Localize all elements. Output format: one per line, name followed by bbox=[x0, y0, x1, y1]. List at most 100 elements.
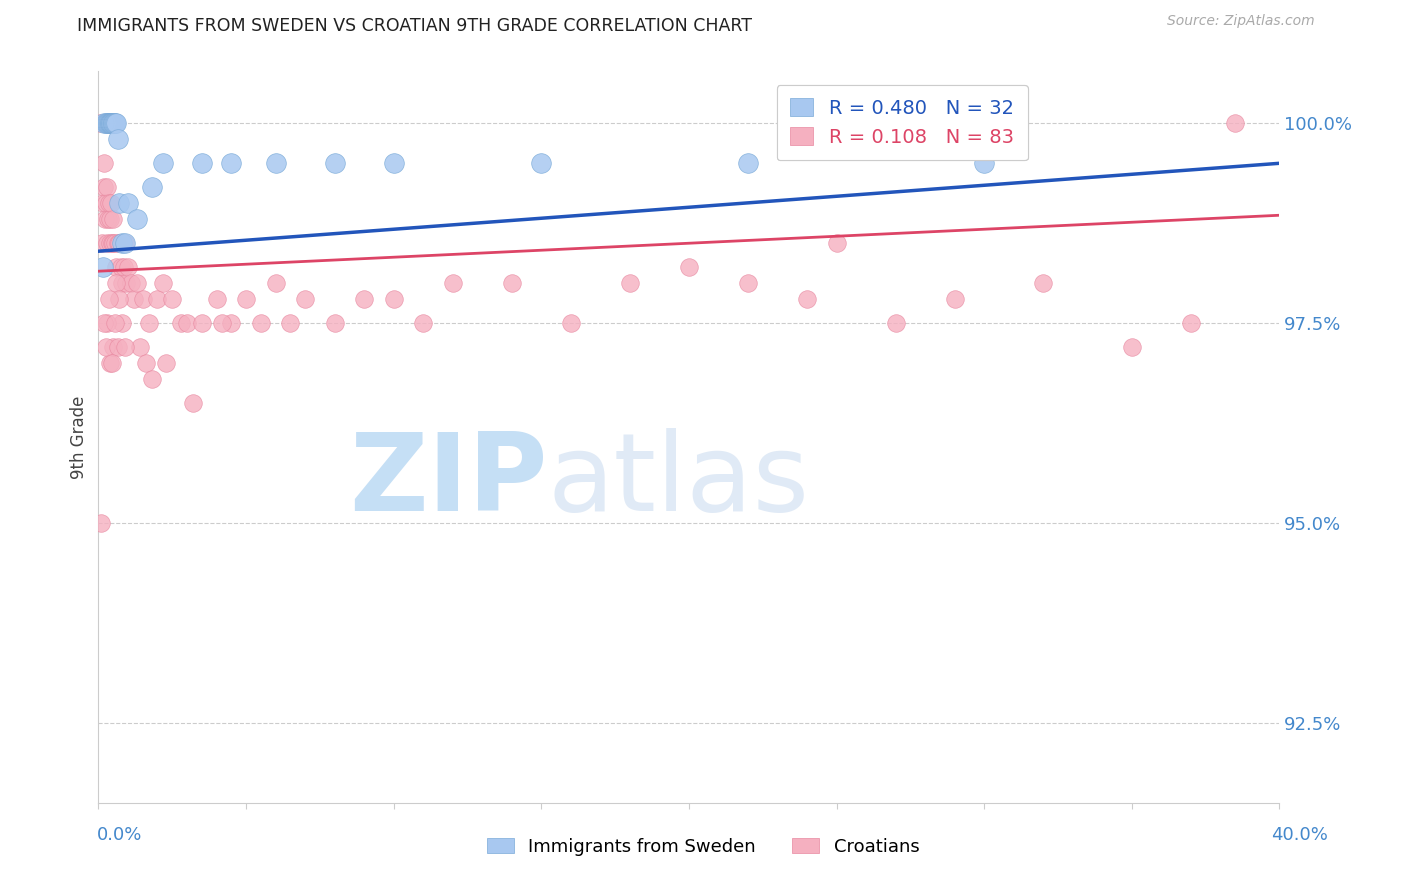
Text: Source: ZipAtlas.com: Source: ZipAtlas.com bbox=[1167, 14, 1315, 28]
Point bbox=[101, 116, 124, 130]
Point bbox=[97, 212, 120, 227]
Point bbox=[98, 236, 121, 251]
Point bbox=[98, 212, 121, 227]
Point bbox=[114, 340, 136, 354]
Point bbox=[105, 260, 128, 275]
Point bbox=[678, 260, 700, 275]
Point bbox=[560, 316, 582, 330]
Point bbox=[96, 116, 118, 130]
Point bbox=[250, 316, 273, 330]
Point bbox=[264, 276, 287, 290]
Point bbox=[108, 196, 131, 211]
Point bbox=[943, 292, 966, 306]
Point bbox=[93, 180, 115, 194]
Point bbox=[122, 292, 145, 306]
Point bbox=[382, 156, 405, 170]
Legend: R = 0.480   N = 32, R = 0.108   N = 83: R = 0.480 N = 32, R = 0.108 N = 83 bbox=[776, 85, 1028, 161]
Point bbox=[382, 292, 405, 306]
Point bbox=[211, 316, 233, 330]
Point bbox=[737, 156, 759, 170]
Point bbox=[221, 316, 243, 330]
Point bbox=[146, 292, 169, 306]
Point bbox=[100, 356, 122, 370]
Point bbox=[176, 316, 198, 330]
Point bbox=[135, 356, 157, 370]
Text: IMMIGRANTS FROM SWEDEN VS CROATIAN 9TH GRADE CORRELATION CHART: IMMIGRANTS FROM SWEDEN VS CROATIAN 9TH G… bbox=[77, 17, 752, 35]
Point bbox=[96, 180, 118, 194]
Text: ZIP: ZIP bbox=[349, 428, 547, 534]
Point bbox=[162, 292, 183, 306]
Point bbox=[155, 356, 177, 370]
Point bbox=[108, 292, 131, 306]
Point bbox=[94, 340, 117, 354]
Point bbox=[104, 316, 127, 330]
Point bbox=[1121, 340, 1143, 354]
Point bbox=[110, 260, 132, 275]
Point bbox=[100, 236, 122, 251]
Point bbox=[152, 276, 174, 290]
Point bbox=[181, 396, 204, 410]
Point bbox=[111, 276, 134, 290]
Point bbox=[141, 180, 163, 194]
Point bbox=[125, 212, 148, 227]
Point bbox=[111, 236, 134, 251]
Point bbox=[128, 340, 150, 354]
Point bbox=[97, 116, 120, 130]
Text: atlas: atlas bbox=[547, 428, 810, 534]
Point bbox=[100, 196, 122, 211]
Point bbox=[1225, 116, 1247, 130]
Point bbox=[884, 316, 907, 330]
Point bbox=[98, 116, 121, 130]
Point bbox=[501, 276, 523, 290]
Point bbox=[1180, 316, 1202, 330]
Point bbox=[103, 236, 125, 251]
Point bbox=[103, 116, 125, 130]
Point bbox=[91, 196, 114, 211]
Point bbox=[104, 236, 127, 251]
Point bbox=[132, 292, 155, 306]
Point bbox=[100, 116, 122, 130]
Point bbox=[170, 316, 193, 330]
Point bbox=[98, 356, 121, 370]
Point bbox=[152, 156, 174, 170]
Point bbox=[117, 260, 139, 275]
Point bbox=[114, 236, 136, 251]
Point bbox=[107, 132, 129, 146]
Point bbox=[619, 276, 641, 290]
Point bbox=[1032, 276, 1054, 290]
Point bbox=[412, 316, 434, 330]
Point bbox=[104, 116, 127, 130]
Point bbox=[112, 260, 135, 275]
Point bbox=[353, 292, 375, 306]
Point bbox=[97, 196, 120, 211]
Point bbox=[105, 116, 128, 130]
Point bbox=[93, 116, 115, 130]
Point bbox=[191, 316, 214, 330]
Point bbox=[117, 196, 139, 211]
Point bbox=[141, 372, 163, 386]
Point bbox=[103, 340, 125, 354]
Point bbox=[191, 156, 214, 170]
Point bbox=[94, 196, 117, 211]
Point bbox=[114, 236, 136, 251]
Point bbox=[264, 156, 287, 170]
Point bbox=[530, 156, 553, 170]
Point bbox=[737, 276, 759, 290]
Point bbox=[235, 292, 257, 306]
Point bbox=[120, 276, 142, 290]
Point bbox=[280, 316, 302, 330]
Point bbox=[97, 116, 120, 130]
Point bbox=[294, 292, 316, 306]
Point bbox=[94, 116, 117, 130]
Point bbox=[105, 276, 128, 290]
Point bbox=[98, 116, 121, 130]
Text: 40.0%: 40.0% bbox=[1271, 826, 1327, 844]
Point bbox=[93, 316, 115, 330]
Point bbox=[107, 236, 129, 251]
Point bbox=[115, 276, 138, 290]
Point bbox=[825, 236, 848, 251]
Point bbox=[93, 156, 115, 170]
Point bbox=[221, 156, 243, 170]
Point bbox=[796, 292, 818, 306]
Point bbox=[94, 212, 117, 227]
